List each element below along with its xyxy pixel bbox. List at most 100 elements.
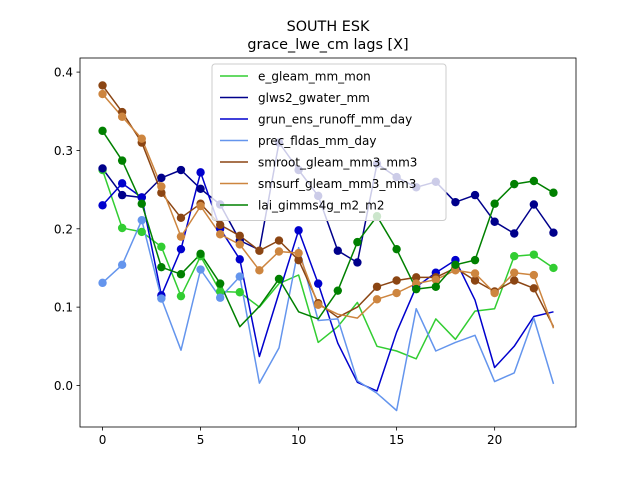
data-point-lai_gimms4g_m2_m2: [451, 260, 460, 270]
data-point-e_gleam_mm_mon: [510, 252, 519, 261]
data-point-grun_ens_runoff_mm_day: [176, 244, 186, 254]
data-point-smroot_gleam_mm3_mm3: [98, 81, 107, 90]
data-point-smroot_gleam_mm3_mm3: [412, 273, 421, 282]
data-point-grun_ens_runoff_mm_day: [294, 226, 303, 235]
data-point-lai_gimms4g_m2_m2: [215, 279, 225, 288]
data-point-smroot_gleam_mm3_mm3: [274, 236, 284, 245]
plot-frame: [79, 57, 577, 428]
data-point-prec_fldas_mm_day: [215, 293, 225, 302]
legend: e_gleam_mm_mon glws2_gwater_mm grun_ens_ru…: [211, 63, 447, 221]
data-point-glws2_gwater_mm: [333, 246, 343, 255]
data-point-smroot_gleam_mm3_mm3: [392, 276, 401, 285]
data-point-glws2_gwater_mm: [470, 190, 480, 200]
x-tick-label: 5: [197, 433, 205, 447]
data-point-smsurf_gleam_mm3_mm3: [490, 288, 499, 298]
data-point-lai_gimms4g_m2_m2: [412, 284, 421, 294]
series-line-smsurf_gleam_mm3_mm3: [101, 93, 555, 329]
legend-label: smroot_gleam_mm3_mm3: [258, 156, 417, 170]
y-tick-label: 0.2: [54, 222, 73, 236]
data-point-glws2_gwater_mm: [549, 228, 558, 237]
data-point-smsurf_gleam_mm3_mm3: [176, 232, 186, 241]
data-point-lai_gimms4g_m2_m2: [176, 270, 186, 279]
data-point-lai_gimms4g_m2_m2: [470, 255, 480, 265]
data-point-smsurf_gleam_mm3_mm3: [294, 248, 303, 258]
data-point-prec_fldas_mm_day: [235, 272, 244, 281]
legend-label: smsurf_gleam_mm3_mm3: [258, 177, 416, 191]
data-point-smsurf_gleam_mm3_mm3: [117, 112, 127, 121]
legend-item: smroot_gleam_mm3_mm3: [220, 156, 417, 170]
data-point-glws2_gwater_mm: [510, 229, 519, 238]
data-point-smroot_gleam_mm3_mm3: [215, 220, 225, 230]
data-point-smsurf_gleam_mm3_mm3: [510, 268, 519, 277]
data-point-glws2_gwater_mm: [451, 197, 460, 207]
data-point-e_gleam_mm_mon: [549, 263, 558, 273]
data-point-smroot_gleam_mm3_mm3: [157, 188, 166, 197]
data-point-lai_gimms4g_m2_m2: [274, 274, 284, 284]
data-point-glws2_gwater_mm: [98, 164, 107, 173]
data-point-e_gleam_mm_mon: [117, 223, 127, 233]
x-tick-label: 15: [389, 433, 404, 447]
legend-label: glws2_gwater_mm: [258, 91, 370, 105]
legend-item: grun_ens_runoff_mm_day: [220, 113, 412, 127]
data-point-smroot_gleam_mm3_mm3: [255, 246, 264, 255]
legend-label: lai_gimms4g_m2_m2: [258, 199, 385, 213]
legend-item: e_gleam_mm_mon: [220, 70, 371, 84]
data-point-glws2_gwater_mm: [196, 184, 205, 194]
data-point-lai_gimms4g_m2_m2: [549, 188, 558, 197]
series-markers-prec_fldas_mm_day: [98, 215, 244, 303]
data-point-grun_ens_runoff_mm_day: [137, 193, 146, 202]
data-point-smsurf_gleam_mm3_mm3: [196, 201, 205, 211]
series-layer: [98, 81, 558, 412]
legend-label: grun_ens_runoff_mm_day: [258, 113, 412, 127]
axes-layer: 0 5 10 15 20 0.0 0.1 0.2 0.3 0.4: [54, 57, 577, 447]
data-point-smroot_gleam_mm3_mm3: [235, 231, 244, 241]
data-point-lai_gimms4g_m2_m2: [431, 282, 441, 291]
chart-subtitle: grace_lwe_cm lags [X]: [247, 37, 408, 53]
data-point-e_gleam_mm_mon: [235, 288, 244, 297]
data-point-smroot_gleam_mm3_mm3: [176, 213, 186, 223]
data-point-smroot_gleam_mm3_mm3: [510, 276, 519, 285]
data-point-smsurf_gleam_mm3_mm3: [392, 288, 401, 298]
data-point-grun_ens_runoff_mm_day: [235, 255, 244, 264]
data-point-lai_gimms4g_m2_m2: [353, 237, 362, 247]
data-point-lai_gimms4g_m2_m2: [117, 156, 127, 165]
data-point-grun_ens_runoff_mm_day: [117, 179, 127, 188]
data-point-grun_ens_runoff_mm_day: [98, 201, 107, 210]
data-point-e_gleam_mm_mon: [157, 242, 166, 252]
data-point-smsurf_gleam_mm3_mm3: [470, 269, 480, 278]
data-point-lai_gimms4g_m2_m2: [196, 249, 205, 259]
data-point-smsurf_gleam_mm3_mm3: [98, 89, 107, 99]
data-point-lai_gimms4g_m2_m2: [137, 199, 146, 208]
data-point-e_gleam_mm_mon: [529, 250, 539, 259]
x-tick-label: 0: [99, 433, 107, 447]
legend-label: e_gleam_mm_mon: [258, 70, 371, 84]
data-point-smsurf_gleam_mm3_mm3: [431, 275, 441, 284]
data-point-grun_ens_runoff_mm_day: [313, 279, 323, 288]
series-line-prec_fldas_mm_day: [101, 219, 555, 412]
data-point-glws2_gwater_mm: [176, 165, 186, 175]
legend-item: smsurf_gleam_mm3_mm3: [220, 177, 416, 191]
data-point-lai_gimms4g_m2_m2: [98, 126, 107, 136]
data-point-lai_gimms4g_m2_m2: [157, 262, 166, 272]
legend-item: lai_gimms4g_m2_m2: [220, 199, 385, 213]
legend-label: prec_fldas_mm_day: [258, 134, 377, 148]
data-point-smsurf_gleam_mm3_mm3: [157, 182, 166, 191]
data-point-lai_gimms4g_m2_m2: [510, 179, 519, 189]
data-point-prec_fldas_mm_day: [137, 215, 146, 225]
data-point-smsurf_gleam_mm3_mm3: [529, 270, 539, 280]
data-point-prec_fldas_mm_day: [196, 265, 205, 274]
data-point-glws2_gwater_mm: [157, 173, 166, 183]
data-point-lai_gimms4g_m2_m2: [333, 286, 343, 295]
data-point-prec_fldas_mm_day: [98, 278, 107, 288]
y-tick-label: 0.4: [54, 66, 73, 80]
data-point-smsurf_gleam_mm3_mm3: [235, 240, 244, 249]
data-point-lai_gimms4g_m2_m2: [529, 176, 539, 186]
data-point-e_gleam_mm_mon: [215, 287, 225, 296]
legend-item: prec_fldas_mm_day: [220, 134, 377, 148]
y-tick-label: 0.1: [54, 301, 73, 315]
data-point-glws2_gwater_mm: [117, 190, 127, 200]
y-tick-label: 0.0: [54, 379, 73, 393]
data-point-smroot_gleam_mm3_mm3: [529, 284, 539, 293]
data-point-smroot_gleam_mm3_mm3: [372, 282, 382, 291]
